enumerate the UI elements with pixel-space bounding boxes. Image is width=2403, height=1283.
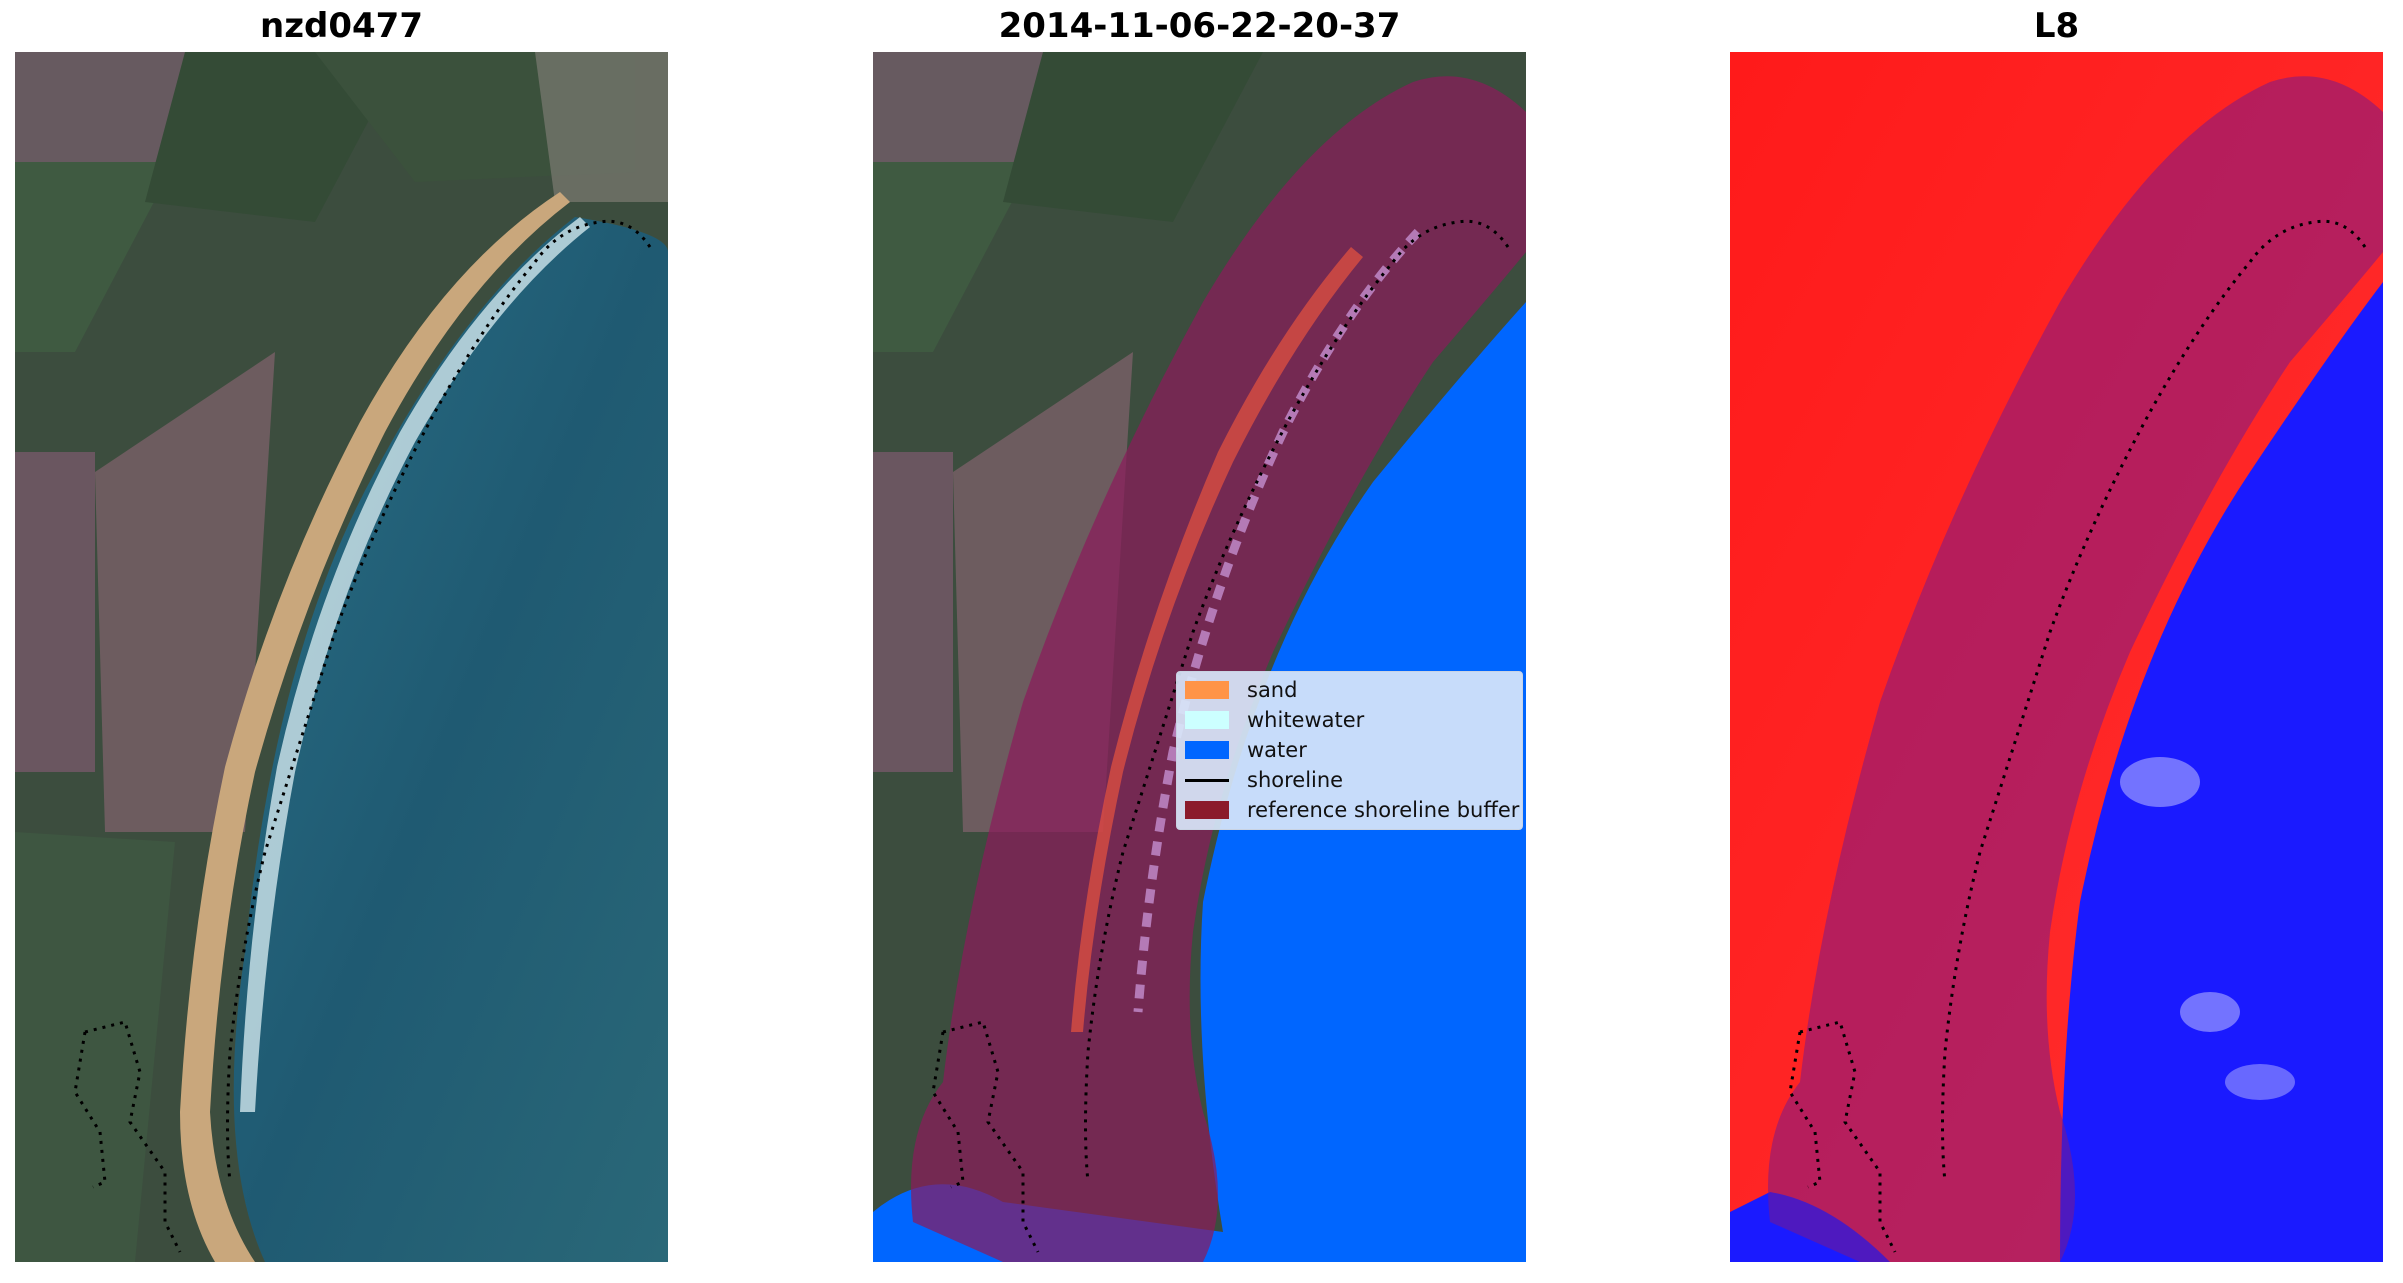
rgb-image-panel: [15, 52, 668, 1262]
sand-swatch: [1185, 681, 1229, 699]
classified-map: [873, 52, 1526, 1262]
legend-label: water: [1247, 738, 1307, 762]
legend-label: sand: [1247, 678, 1298, 702]
water-swatch: [1185, 741, 1229, 759]
legend-item-water: water: [1185, 736, 1307, 764]
classification-legend: sand whitewater water shoreline referenc…: [1176, 671, 1523, 830]
rgb-satellite-image: [15, 52, 668, 1262]
legend-label: shoreline: [1247, 768, 1344, 792]
legend-item-buffer: reference shoreline buffer: [1185, 796, 1519, 824]
classified-image-panel: [873, 52, 1526, 1262]
index-map: [1730, 52, 2383, 1262]
legend-item-shoreline: shoreline: [1185, 766, 1343, 794]
legend-label: whitewater: [1247, 708, 1365, 732]
buffer-swatch: [1185, 801, 1229, 819]
legend-item-whitewater: whitewater: [1185, 706, 1364, 734]
shoreline-line-swatch: [1185, 778, 1229, 782]
index-image-panel: [1730, 52, 2383, 1262]
panel-title-rgb: nzd0477: [260, 6, 423, 46]
panel-title-index: L8: [2033, 6, 2080, 46]
legend-label: reference shoreline buffer: [1247, 798, 1520, 822]
panel-title-classified: 2014-11-06-22-20-37: [998, 6, 1401, 46]
whitewater-swatch: [1185, 711, 1229, 729]
legend-item-sand: sand: [1185, 676, 1297, 704]
